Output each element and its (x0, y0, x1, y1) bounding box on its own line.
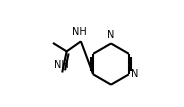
Text: NH: NH (54, 60, 69, 70)
Text: N: N (107, 30, 115, 40)
Text: N: N (132, 69, 139, 79)
Text: NH: NH (72, 27, 87, 37)
